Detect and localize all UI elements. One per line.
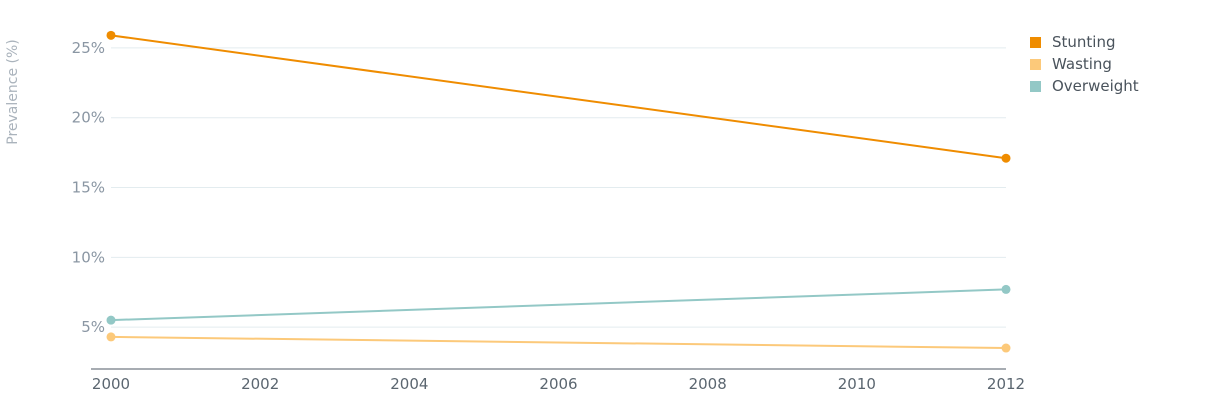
x-tick-label: 2008 xyxy=(689,375,727,393)
x-tick-label: 2012 xyxy=(987,375,1025,393)
x-axis-ticks: 2000 2002 2004 2006 2008 2010 2012 xyxy=(92,375,1025,393)
legend-item-stunting[interactable]: Stunting xyxy=(1030,33,1116,51)
legend-label: Stunting xyxy=(1052,33,1116,51)
legend-item-overweight[interactable]: Overweight xyxy=(1030,77,1139,95)
legend-swatch xyxy=(1030,37,1041,48)
grid-lines xyxy=(111,47,1006,328)
y-axis-ticks: 5% 10% 15% 20% 25% xyxy=(72,39,105,336)
series-group xyxy=(106,30,1011,353)
y-tick-label: 20% xyxy=(72,109,105,127)
legend: Stunting Wasting Overweight xyxy=(1030,33,1139,95)
data-point-overweight[interactable] xyxy=(1001,284,1011,294)
series-wasting xyxy=(106,332,1011,353)
y-tick-label: 5% xyxy=(81,318,105,336)
y-tick-label: 25% xyxy=(72,39,105,57)
series-stunting xyxy=(106,30,1011,163)
legend-swatch xyxy=(1030,81,1041,92)
x-tick-label: 2000 xyxy=(92,375,130,393)
data-point-wasting[interactable] xyxy=(106,332,116,342)
legend-item-wasting[interactable]: Wasting xyxy=(1030,55,1112,73)
data-point-stunting[interactable] xyxy=(1001,153,1011,163)
legend-swatch xyxy=(1030,59,1041,70)
series-line-stunting xyxy=(110,34,1007,160)
data-point-stunting[interactable] xyxy=(106,30,116,40)
x-tick-label: 2004 xyxy=(390,375,428,393)
x-tick-label: 2006 xyxy=(539,375,577,393)
data-point-overweight[interactable] xyxy=(106,315,116,325)
legend-label: Overweight xyxy=(1052,77,1139,95)
y-tick-label: 10% xyxy=(72,248,105,266)
y-axis-label: Prevalence (%) xyxy=(5,39,21,145)
x-tick-label: 2010 xyxy=(838,375,876,393)
x-tick-label: 2002 xyxy=(241,375,279,393)
legend-label: Wasting xyxy=(1052,55,1112,73)
series-line-wasting xyxy=(110,335,1007,350)
series-overweight xyxy=(106,284,1011,325)
data-point-wasting[interactable] xyxy=(1001,343,1011,353)
series-line-overweight xyxy=(110,288,1007,322)
y-tick-label: 15% xyxy=(72,179,105,197)
